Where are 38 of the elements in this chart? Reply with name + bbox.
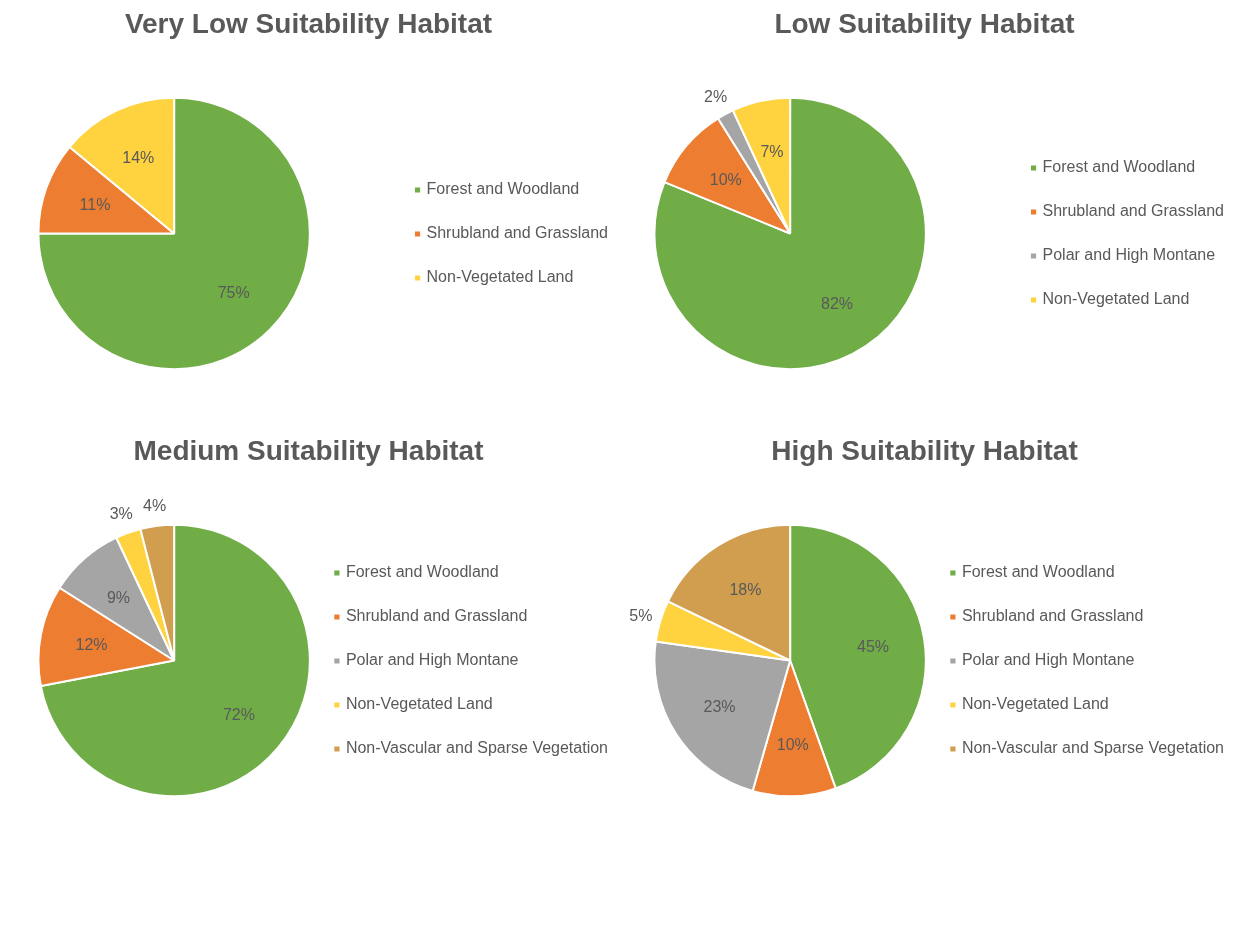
chart-title: Medium Suitability Habitat bbox=[133, 434, 484, 466]
data-label: 45% bbox=[857, 637, 890, 655]
data-label: 4% bbox=[143, 497, 167, 515]
legend-label: Forest and Woodland bbox=[345, 563, 499, 581]
legend-label: Forest and Woodland bbox=[1042, 158, 1196, 176]
data-label: 9% bbox=[106, 588, 131, 606]
legend-label: Polar and High Montane bbox=[1042, 246, 1216, 264]
legend-label: Non-Vegetated Land bbox=[345, 695, 493, 713]
legend-label: Shrubland and Grassland bbox=[1042, 202, 1224, 220]
legend-label: Non-Vegetated Land bbox=[961, 695, 1109, 713]
data-label: 10% bbox=[709, 170, 742, 188]
legend-label: Non-Vascular and Sparse Vegetation bbox=[345, 739, 608, 757]
data-label: 12% bbox=[75, 636, 108, 654]
data-label: 3% bbox=[109, 505, 133, 523]
legend-label: Polar and High Montane bbox=[345, 651, 519, 669]
data-label: 14% bbox=[122, 148, 155, 166]
data-label: 82% bbox=[821, 294, 854, 312]
data-label: 75% bbox=[217, 284, 250, 302]
data-label: 11% bbox=[79, 196, 111, 214]
data-label: 72% bbox=[222, 705, 255, 723]
legend-label: Forest and Woodland bbox=[961, 563, 1115, 581]
legend-label: Forest and Woodland bbox=[426, 180, 580, 198]
data-label: 18% bbox=[729, 580, 762, 598]
legend-label: Polar and High Montane bbox=[961, 651, 1135, 669]
legend-label: Shrubland and Grassland bbox=[426, 224, 608, 242]
data-label: 5% bbox=[629, 606, 653, 624]
legend-label: Non-Vascular and Sparse Vegetation bbox=[961, 739, 1224, 757]
chart-title: Low Suitability Habitat bbox=[774, 7, 1075, 39]
chart-title: High Suitability Habitat bbox=[771, 434, 1078, 466]
data-label: 2% bbox=[704, 87, 728, 105]
legend-label: Shrubland and Grassland bbox=[961, 607, 1144, 625]
data-label: 7% bbox=[760, 142, 784, 160]
chart-title: Very Low Suitability Habitat bbox=[124, 7, 493, 39]
legend-label: Shrubland and Grassland bbox=[345, 607, 528, 625]
legend-label: Non-Vegetated Land bbox=[1042, 290, 1190, 308]
legend-label: Non-Vegetated Land bbox=[426, 268, 574, 286]
data-label: 10% bbox=[776, 736, 809, 754]
data-label: 23% bbox=[703, 697, 736, 715]
